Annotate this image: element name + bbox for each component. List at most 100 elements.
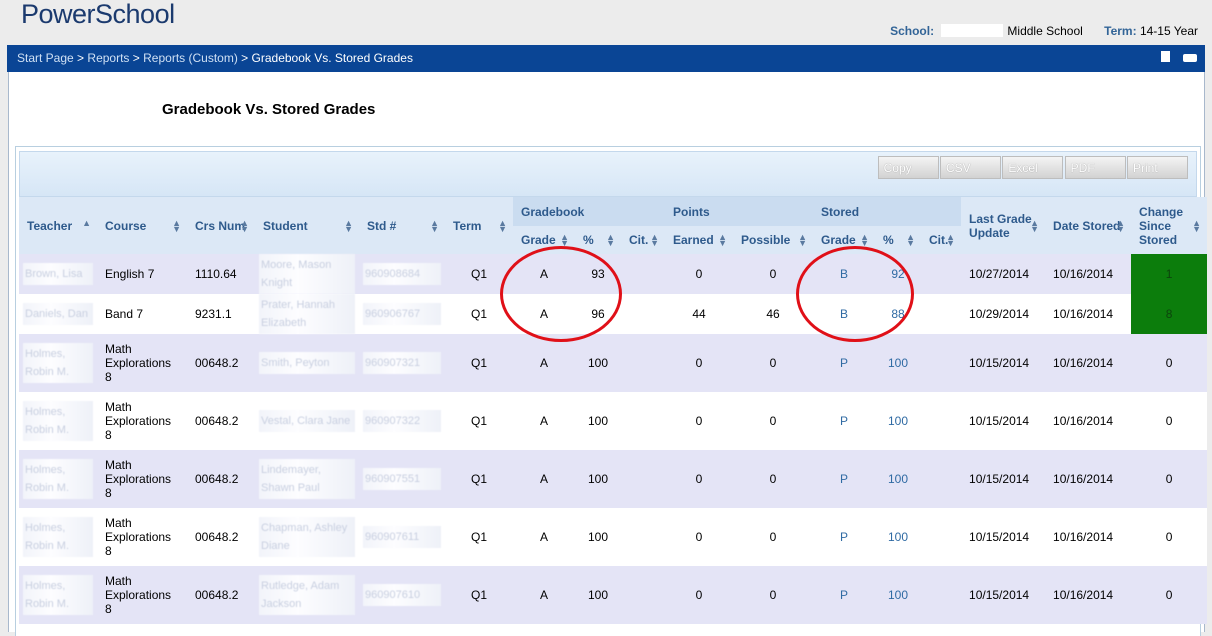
col-st-pct[interactable]: % ▲ ▼ [875,226,922,254]
earned-cell: 0 [665,254,733,294]
crs-num-cell: 00648.2 [187,450,255,508]
st-grade-link[interactable]: B [813,254,876,294]
breadcrumb-separator: > [132,51,140,65]
st-grade-link[interactable]: P [813,566,876,624]
date-stored-cell: 10/16/2014 [1045,392,1132,450]
print-button[interactable]: Print [1127,156,1188,179]
st-grade-link[interactable]: P [813,450,876,508]
col-std-num[interactable]: Std # ▲ ▼ [359,197,445,254]
date-stored-cell: 10/16/2014 [1045,566,1132,624]
sort-icon: ▲ ▼ [498,217,507,234]
change-cell: 0 [1131,508,1208,566]
col-st-grade[interactable]: Grade ▲ ▼ [813,226,876,254]
st-cit-cell [921,294,962,334]
breadcrumb-reports-custom[interactable]: Reports (Custom) [143,51,238,65]
term-label: Term: [1104,24,1137,38]
table-row[interactable]: Brown, Lisa English 7 1110.64 Moore, Mas… [19,254,1208,294]
gb-cit-cell [621,392,665,450]
table-row[interactable]: Holmes, Robin M. Math Explorations 8 006… [19,508,1208,566]
possible-cell: 0 [733,254,814,294]
teacher-redacted: Holmes, Robin M. [23,459,93,499]
change-cell: 0 [1131,566,1208,624]
pdf-button[interactable]: PDF [1064,156,1126,179]
st-cit-cell [921,334,962,392]
col-course[interactable]: Course ▲ ▼ [97,197,187,254]
breadcrumb: Start Page > Reports > Reports (Custom) … [7,45,1205,72]
earned-cell: 0 [665,334,733,392]
table-row[interactable]: Daniels, Dan Band 7 9231.1 Prater, Hanna… [19,294,1208,334]
col-change[interactable]: Change Since Stored ▲ ▼ [1131,197,1208,254]
csv-button[interactable]: CSV [939,156,1001,179]
student-redacted: Rutledge, Adam Jackson [259,575,355,615]
teacher-redacted: Holmes, Robin M. [23,517,93,557]
last-update-cell: 10/27/2014 [961,254,1046,294]
excel-button[interactable]: Excel [1002,156,1064,179]
st-pct-link[interactable]: 100 [875,392,922,450]
school-label: School: [890,24,935,38]
col-term[interactable]: Term ▲ ▼ [445,197,513,254]
st-pct-link[interactable]: 100 [875,450,922,508]
table-body: Brown, Lisa English 7 1110.64 Moore, Mas… [19,254,1208,624]
col-student[interactable]: Student ▲ ▼ [255,197,359,254]
last-update-cell: 10/15/2014 [961,450,1046,508]
col-crs-num[interactable]: Crs Num ▲ ▼ [187,197,255,254]
student-redacted: Lindemayer, Shawn Paul [259,459,355,499]
gb-grade-cell: A [513,450,575,508]
redacted-school-name [941,24,1004,37]
st-grade-link[interactable]: B [813,294,876,334]
term-cell: Q1 [445,254,513,294]
std-num-redacted: 960907610 [363,584,441,606]
gb-pct-cell: 100 [575,566,621,624]
term-value[interactable]: 14-15 Year [1139,24,1198,38]
col-possible[interactable]: Possible ▲ ▼ [733,226,814,254]
copy-button[interactable]: Copy [877,156,939,179]
col-st-cit[interactable]: Cit. ▲ ▼ [921,226,962,254]
change-cell-highlight: 8 [1131,294,1208,334]
st-pct-link[interactable]: 100 [875,508,922,566]
col-gb-pct[interactable]: % ▲ ▼ [575,226,621,254]
term-cell: Q1 [445,566,513,624]
st-pct-link[interactable]: 88 [875,294,922,334]
sort-icon: ▲ ▼ [718,232,727,248]
st-grade-link[interactable]: P [813,334,876,392]
col-earned[interactable]: Earned ▲ ▼ [665,226,733,254]
sort-icon: ▲ ▼ [1116,217,1126,234]
printer-icon[interactable] [1183,54,1197,62]
teacher-redacted: Brown, Lisa [23,263,93,285]
st-pct-link[interactable]: 92 [875,254,922,294]
breadcrumb-separator: > [241,51,249,65]
st-grade-link[interactable]: P [813,508,876,566]
col-date-stored[interactable]: Date Stored ▲ ▼ [1045,197,1132,254]
col-gb-cit[interactable]: Cit. ▲ ▼ [621,226,665,254]
st-pct-link[interactable]: 100 [875,566,922,624]
table-row[interactable]: Holmes, Robin M. Math Explorations 8 006… [19,450,1208,508]
gb-cit-cell [621,254,665,294]
gb-pct-cell: 100 [575,508,621,566]
gb-cit-cell [621,566,665,624]
date-stored-cell: 10/16/2014 [1045,254,1132,294]
breadcrumb-start-page[interactable]: Start Page [17,51,74,65]
group-points: Points [665,197,814,226]
possible-cell: 0 [733,392,814,450]
content-area: Gradebook Vs. Stored Grades Copy CSV Exc… [8,72,1208,636]
breadcrumb-reports[interactable]: Reports [87,51,130,65]
group-stored: Stored [813,197,962,226]
std-num-redacted: 960908684 [363,263,441,285]
st-grade-link[interactable]: P [813,392,876,450]
sort-icon: ▲ ▼ [860,232,870,248]
table-row[interactable]: Holmes, Robin M. Math Explorations 8 006… [19,334,1208,392]
term-cell: Q1 [445,508,513,566]
st-pct-link[interactable]: 100 [875,334,922,392]
std-num-redacted: 960907611 [363,526,441,548]
gb-grade-cell: A [513,334,575,392]
course-cell: Band 7 [97,294,187,334]
col-last-update[interactable]: Last Grade Update ▲ ▼ [961,197,1046,254]
document-icon[interactable] [1160,51,1170,62]
table-row[interactable]: Holmes, Robin M. Math Explorations 8 006… [19,392,1208,450]
teacher-redacted: Daniels, Dan [23,303,93,325]
powerschool-logo[interactable]: PowerSchool [21,0,175,29]
course-cell: Math Explorations 8 [97,508,187,566]
col-teacher[interactable]: Teacher ▲ [19,197,97,254]
col-gb-grade[interactable]: Grade ▲ ▼ [513,226,575,254]
table-row[interactable]: Holmes, Robin M. Math Explorations 8 006… [19,566,1208,624]
